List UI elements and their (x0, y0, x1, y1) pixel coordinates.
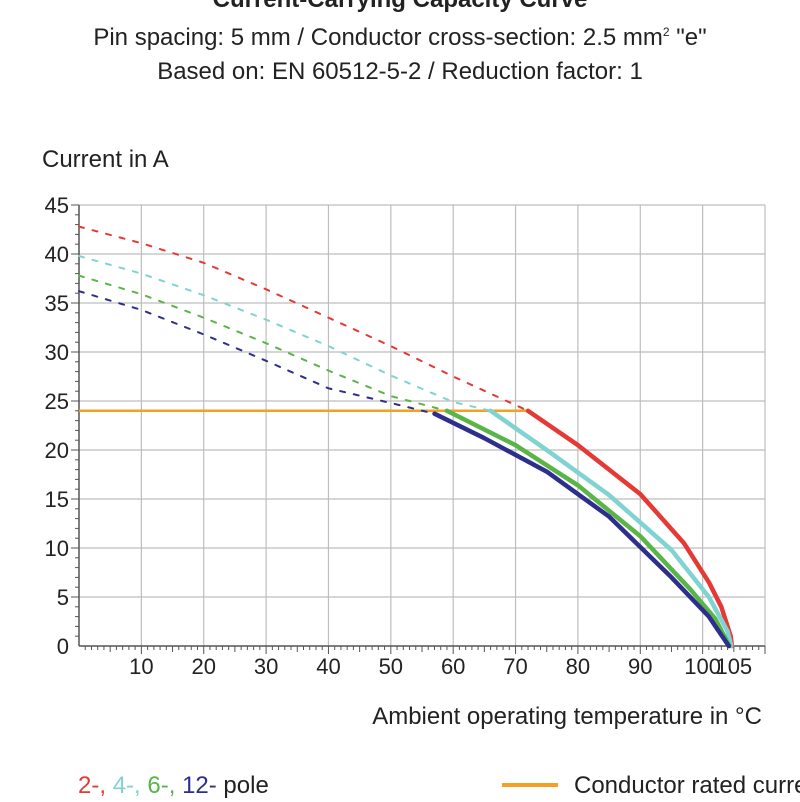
x-tick-label: 20 (191, 654, 215, 679)
legend-rated-current: Conductor rated current (502, 772, 800, 800)
legend: 2-, 4-, 6-, 12- pole Conductor rated cur… (78, 772, 800, 802)
subtitle-text: Pin spacing: 5 mm / Conductor cross-sect… (93, 24, 663, 51)
y-tick-label: 40 (45, 242, 69, 267)
x-tick-label: 70 (503, 654, 527, 679)
series-solid-6-pole (444, 408, 732, 649)
y-tick-label: 30 (45, 340, 69, 365)
series-lines (78, 225, 735, 649)
x-tick-label: 90 (628, 654, 652, 679)
grid (79, 204, 766, 646)
y-tick-label: 10 (45, 536, 69, 561)
y-axis-label: Current in A (42, 146, 169, 173)
y-tick-label: 15 (45, 487, 69, 512)
x-tick-label: 30 (254, 654, 278, 679)
legend-pole-2: 2- (78, 772, 100, 799)
y-tick-label: 0 (57, 634, 69, 659)
y-tick-label: 25 (45, 389, 69, 414)
legend-poles: 2-, 4-, 6-, 12- pole (78, 772, 269, 799)
x-tick-label: 10 (129, 654, 153, 679)
legend-pole-12: 12- (182, 772, 217, 799)
legend-pole-suffix: pole (223, 772, 269, 799)
legend-pole-6: 6- (147, 772, 169, 799)
x-axis-label: Ambient operating temperature in °C (372, 703, 762, 730)
tick-labels: 0 5 10 15 20 25 30 35 40 45 10 20 30 40 50 60 70 80 90 1001… (45, 193, 753, 679)
series-solid-12-pole (432, 411, 732, 649)
series-dashed-6-pole (78, 274, 448, 412)
legend-rated-label: Conductor rated current (574, 772, 800, 799)
x-tick-label: 105 (715, 654, 752, 679)
y-tick-label: 20 (45, 438, 69, 463)
y-tick-label: 5 (57, 585, 69, 610)
y-tick-label: 45 (45, 193, 69, 218)
x-tick-label: 50 (379, 654, 403, 679)
x-tick-label: 80 (566, 654, 590, 679)
series-dashed-12-pole (78, 290, 436, 415)
chart-title: Current-Carrying Capacity Curve (0, 0, 800, 14)
x-tick-label: 60 (441, 654, 465, 679)
x-tick-label: 40 (316, 654, 340, 679)
legend-rated-swatch (502, 782, 558, 787)
axes (71, 204, 766, 654)
series-dashed-4-pole (78, 255, 492, 412)
series-solid-4-pole (488, 408, 734, 649)
x-tick-label: 100 (684, 654, 721, 679)
subtitle-suffix: "e" (669, 24, 707, 51)
series-dashed-2-pole (78, 225, 529, 412)
y-tick-label: 35 (45, 291, 69, 316)
chart-subtitle: Pin spacing: 5 mm / Conductor cross-sect… (0, 24, 800, 52)
chart-subtitle-2: Based on: EN 60512-5-2 / Reduction facto… (157, 58, 643, 85)
legend-pole-4: 4- (112, 772, 135, 799)
subtitle-superscript: 2 (662, 25, 670, 39)
